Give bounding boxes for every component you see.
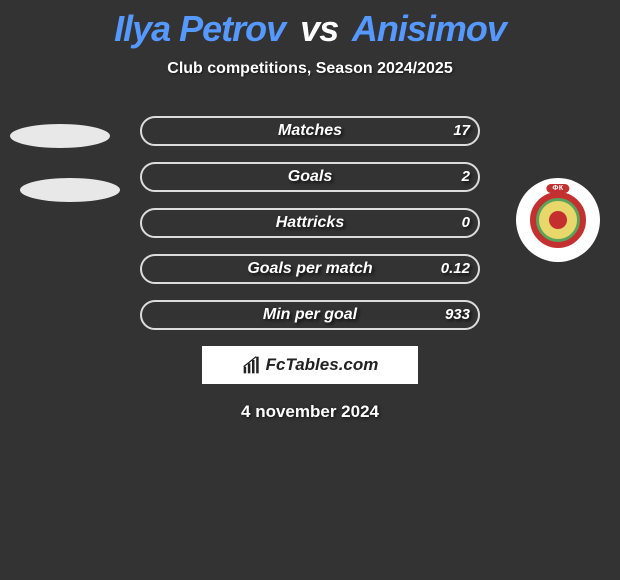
stat-value-right: 17 (430, 116, 470, 146)
stat-pill (140, 208, 480, 238)
team-badge-left-placeholder (20, 178, 120, 202)
stat-value-right: 0 (430, 208, 470, 238)
stat-value-right: 0.12 (430, 254, 470, 284)
stat-pill (140, 162, 480, 192)
date-text: 4 november 2024 (0, 402, 620, 422)
stat-row: Goals per match0.12 (0, 254, 620, 284)
stat-value-left (150, 116, 190, 146)
team-badge-left-placeholder (10, 124, 110, 148)
bars-icon (242, 355, 262, 375)
team-badge-right: ФК (516, 178, 600, 262)
team-badge-icon: ФК (530, 192, 586, 248)
stat-value-left (150, 162, 190, 192)
stat-value-right: 933 (430, 300, 470, 330)
stat-pill (140, 116, 480, 146)
stat-pill (140, 300, 480, 330)
brand-box[interactable]: FcTables.com (202, 346, 418, 384)
stat-value-left (150, 208, 190, 238)
stat-value-left (150, 254, 190, 284)
comparison-title: Ilya Petrov vs Anisimov (0, 0, 620, 50)
stat-value-right: 2 (430, 162, 470, 192)
player1-name: Ilya Petrov (114, 8, 285, 49)
subtitle: Club competitions, Season 2024/2025 (0, 60, 620, 78)
stat-value-left (150, 300, 190, 330)
stat-row: Min per goal933 (0, 300, 620, 330)
player2-name: Anisimov (352, 8, 506, 49)
vs-text: vs (300, 8, 338, 49)
team-badge-text: ФК (546, 184, 569, 193)
brand-text: FcTables.com (266, 355, 379, 375)
stat-pill (140, 254, 480, 284)
